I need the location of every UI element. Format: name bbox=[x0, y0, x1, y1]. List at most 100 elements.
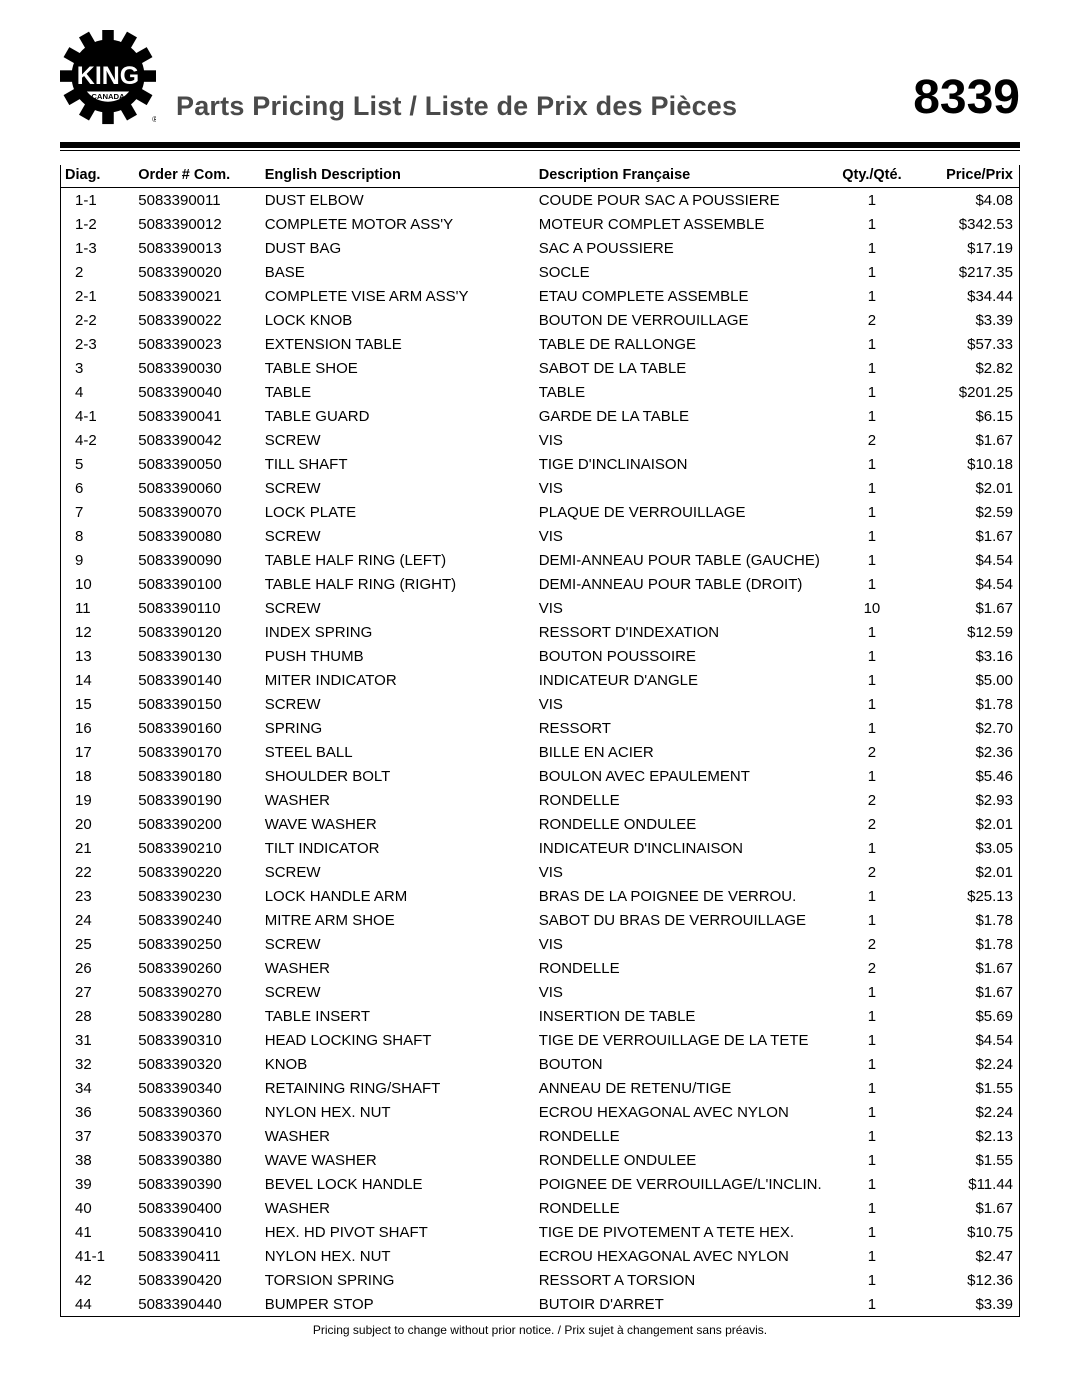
cell-diag: 26 bbox=[61, 956, 135, 980]
cell-en: TABLE HALF RING (LEFT) bbox=[261, 548, 535, 572]
cell-price: $5.69 bbox=[914, 1004, 1019, 1028]
cell-fr: COUDE POUR SAC A POUSSIERE bbox=[535, 188, 830, 213]
cell-fr: INSERTION DE TABLE bbox=[535, 1004, 830, 1028]
col-header-fr: Description Française bbox=[535, 165, 830, 188]
cell-en: TABLE HALF RING (RIGHT) bbox=[261, 572, 535, 596]
cell-price: $4.54 bbox=[914, 572, 1019, 596]
table-row: 85083390080SCREWVIS1$1.67 bbox=[61, 524, 1020, 548]
cell-qty: 2 bbox=[830, 860, 914, 884]
cell-en: TILT INDICATOR bbox=[261, 836, 535, 860]
cell-diag: 12 bbox=[61, 620, 135, 644]
cell-price: $2.24 bbox=[914, 1052, 1019, 1076]
cell-fr: ANNEAU DE RETENU/TIGE bbox=[535, 1076, 830, 1100]
cell-price: $3.39 bbox=[914, 308, 1019, 332]
cell-diag: 32 bbox=[61, 1052, 135, 1076]
cell-diag: 38 bbox=[61, 1148, 135, 1172]
cell-fr: VIS bbox=[535, 980, 830, 1004]
cell-fr: POIGNEE DE VERROUILLAGE/L'INCLIN. bbox=[535, 1172, 830, 1196]
table-row: 2-25083390022LOCK KNOBBOUTON DE VERROUIL… bbox=[61, 308, 1020, 332]
cell-price: $4.54 bbox=[914, 1028, 1019, 1052]
cell-fr: RONDELLE bbox=[535, 956, 830, 980]
cell-fr: VIS bbox=[535, 596, 830, 620]
cell-en: SCREW bbox=[261, 596, 535, 620]
cell-fr: SAC A POUSSIERE bbox=[535, 236, 830, 260]
cell-diag: 2-2 bbox=[61, 308, 135, 332]
cell-en: WASHER bbox=[261, 1124, 535, 1148]
cell-order: 5083390200 bbox=[134, 812, 260, 836]
cell-price: $2.24 bbox=[914, 1100, 1019, 1124]
cell-qty: 1 bbox=[830, 1004, 914, 1028]
cell-fr: RONDELLE bbox=[535, 1124, 830, 1148]
parts-table: Diag. Order # Com. English Description D… bbox=[60, 165, 1020, 1317]
cell-diag: 34 bbox=[61, 1076, 135, 1100]
cell-diag: 4-2 bbox=[61, 428, 135, 452]
cell-qty: 1 bbox=[830, 500, 914, 524]
cell-order: 5083390013 bbox=[134, 236, 260, 260]
cell-order: 5083390310 bbox=[134, 1028, 260, 1052]
cell-qty: 1 bbox=[830, 1052, 914, 1076]
cell-diag: 27 bbox=[61, 980, 135, 1004]
cell-qty: 1 bbox=[830, 380, 914, 404]
cell-en: TABLE bbox=[261, 380, 535, 404]
cell-en: SCREW bbox=[261, 692, 535, 716]
cell-qty: 1 bbox=[830, 1028, 914, 1052]
table-row: 205083390200WAVE WASHERRONDELLE ONDULEE2… bbox=[61, 812, 1020, 836]
table-row: 2-35083390023EXTENSION TABLETABLE DE RAL… bbox=[61, 332, 1020, 356]
cell-order: 5083390260 bbox=[134, 956, 260, 980]
cell-diag: 20 bbox=[61, 812, 135, 836]
cell-diag: 6 bbox=[61, 476, 135, 500]
cell-fr: RONDELLE bbox=[535, 1196, 830, 1220]
cell-order: 5083390400 bbox=[134, 1196, 260, 1220]
cell-order: 5083390021 bbox=[134, 284, 260, 308]
table-row: 65083390060SCREWVIS1$2.01 bbox=[61, 476, 1020, 500]
cell-order: 5083390390 bbox=[134, 1172, 260, 1196]
cell-diag: 14 bbox=[61, 668, 135, 692]
cell-order: 5083390420 bbox=[134, 1268, 260, 1292]
cell-order: 5083390110 bbox=[134, 596, 260, 620]
cell-order: 5083390042 bbox=[134, 428, 260, 452]
cell-diag: 3 bbox=[61, 356, 135, 380]
cell-en: MITRE ARM SHOE bbox=[261, 908, 535, 932]
cell-price: $4.08 bbox=[914, 188, 1019, 213]
cell-diag: 10 bbox=[61, 572, 135, 596]
cell-qty: 1 bbox=[830, 260, 914, 284]
cell-qty: 1 bbox=[830, 1292, 914, 1317]
cell-en: WASHER bbox=[261, 788, 535, 812]
cell-en: DUST BAG bbox=[261, 236, 535, 260]
table-row: 415083390410HEX. HD PIVOT SHAFTTIGE DE P… bbox=[61, 1220, 1020, 1244]
footnote: Pricing subject to change without prior … bbox=[60, 1323, 1020, 1337]
cell-diag: 9 bbox=[61, 548, 135, 572]
cell-order: 5083390022 bbox=[134, 308, 260, 332]
cell-fr: VIS bbox=[535, 860, 830, 884]
cell-diag: 4 bbox=[61, 380, 135, 404]
svg-text:KING: KING bbox=[77, 62, 139, 90]
cell-en: BEVEL LOCK HANDLE bbox=[261, 1172, 535, 1196]
cell-fr: RESSORT bbox=[535, 716, 830, 740]
cell-price: $1.67 bbox=[914, 596, 1019, 620]
cell-qty: 1 bbox=[830, 668, 914, 692]
cell-price: $1.67 bbox=[914, 1196, 1019, 1220]
col-header-price: Price/Prix bbox=[914, 165, 1019, 188]
table-row: 45083390040TABLETABLE1$201.25 bbox=[61, 380, 1020, 404]
cell-fr: RONDELLE ONDULEE bbox=[535, 1148, 830, 1172]
cell-qty: 2 bbox=[830, 740, 914, 764]
cell-fr: RONDELLE ONDULEE bbox=[535, 812, 830, 836]
table-row: 105083390100TABLE HALF RING (RIGHT)DEMI-… bbox=[61, 572, 1020, 596]
cell-fr: VIS bbox=[535, 932, 830, 956]
cell-order: 5083390041 bbox=[134, 404, 260, 428]
cell-qty: 1 bbox=[830, 548, 914, 572]
cell-diag: 1-3 bbox=[61, 236, 135, 260]
cell-en: SCREW bbox=[261, 428, 535, 452]
table-row: 95083390090TABLE HALF RING (LEFT)DEMI-AN… bbox=[61, 548, 1020, 572]
cell-en: SCREW bbox=[261, 860, 535, 884]
cell-en: HEX. HD PIVOT SHAFT bbox=[261, 1220, 535, 1244]
cell-diag: 1-2 bbox=[61, 212, 135, 236]
cell-price: $12.36 bbox=[914, 1268, 1019, 1292]
cell-diag: 42 bbox=[61, 1268, 135, 1292]
cell-qty: 1 bbox=[830, 1220, 914, 1244]
cell-price: $3.39 bbox=[914, 1292, 1019, 1317]
cell-order: 5083390230 bbox=[134, 884, 260, 908]
cell-order: 5083390120 bbox=[134, 620, 260, 644]
cell-order: 5083390020 bbox=[134, 260, 260, 284]
cell-price: $1.78 bbox=[914, 908, 1019, 932]
